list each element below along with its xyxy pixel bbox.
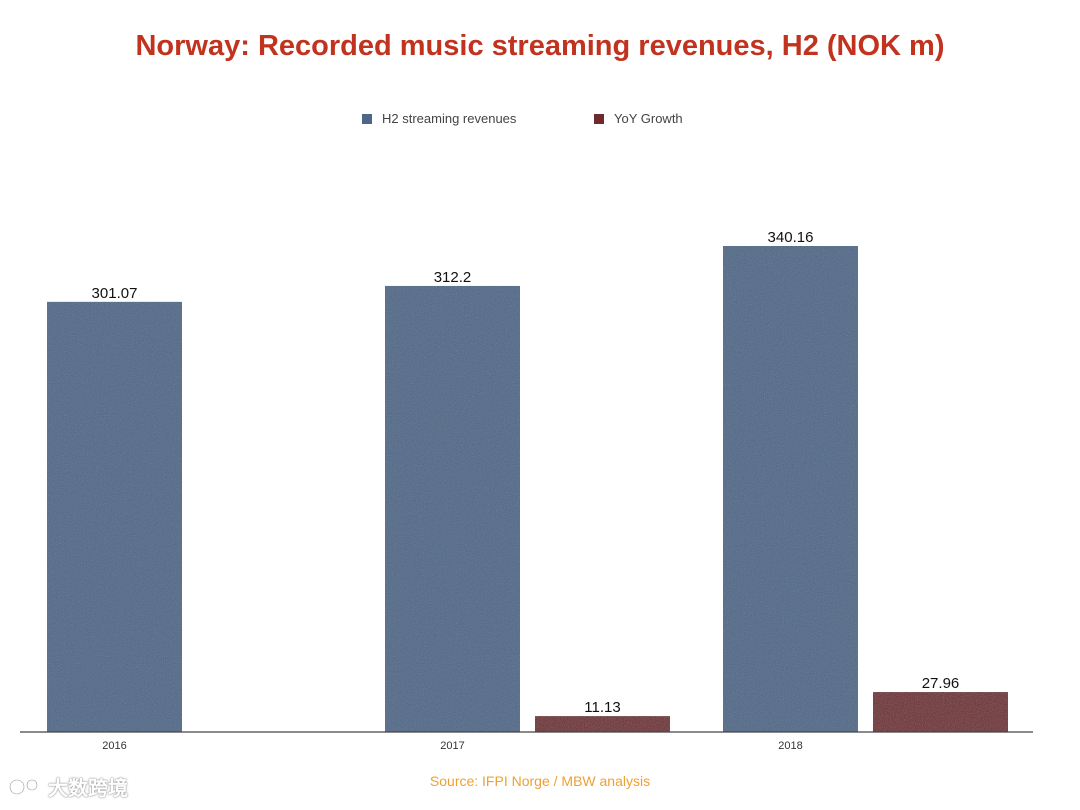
bar-yoy-2017 (535, 716, 670, 732)
bars-group (47, 246, 1008, 732)
x-tick-label-2018: 2018 (778, 740, 802, 752)
legend-swatch-streaming (362, 113, 372, 124)
value-label-yoy-2018: 27.96 (922, 675, 960, 692)
value-label-yoy-2017: 11.13 (584, 699, 620, 716)
value-labels-group: 301.07 312.2 11.13 340.16 27.96 (92, 229, 960, 716)
watermark-text: 大数跨境 (48, 778, 128, 800)
value-label-streaming-2016: 301.07 (92, 285, 138, 302)
legend-label-streaming: H2 streaming revenues (382, 111, 517, 126)
watermark-logo-icon (8, 776, 42, 798)
x-tick-label-2017: 2017 (440, 740, 464, 752)
legend: H2 streaming revenues YoY Growth (0, 111, 1080, 131)
bar-yoy-2018 (873, 692, 1008, 732)
legend-label-yoy: YoY Growth (614, 111, 683, 126)
watermark: 大数跨境 (8, 772, 128, 801)
x-tick-labels-group: 2016 2017 2018 (102, 740, 802, 752)
chart-title: Norway: Recorded music streaming revenue… (135, 30, 945, 62)
bar-streaming-2018 (723, 246, 858, 732)
source-note: Source: IFPI Norge / MBW analysis (429, 773, 651, 789)
bar-chart: 301.07 312.2 11.13 340.16 27.96 2016 2017 2018 (20, 229, 1033, 752)
bar-streaming-2016 (47, 301, 182, 732)
bar-streaming-2017 (385, 285, 520, 732)
x-tick-label-2016: 2016 (102, 740, 126, 752)
legend-swatch-yoy (594, 113, 604, 124)
value-label-streaming-2017: 312.2 (434, 269, 472, 286)
legend-item-streaming: H2 streaming revenues (362, 111, 516, 126)
legend-item-yoy: YoY Growth (594, 111, 683, 126)
value-label-streaming-2018: 340.16 (768, 229, 814, 246)
